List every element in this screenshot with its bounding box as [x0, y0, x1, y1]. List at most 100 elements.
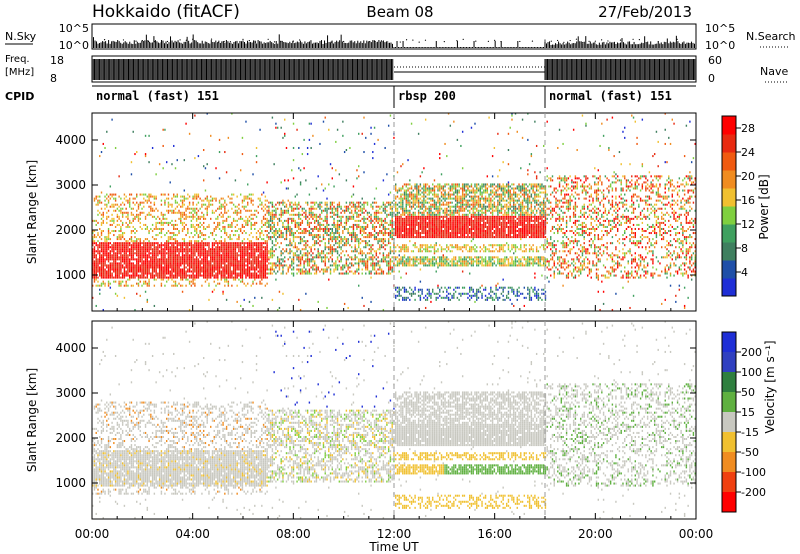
- power-cell: [313, 219, 316, 222]
- power-cell: [171, 223, 173, 226]
- power-cell: [194, 193, 196, 196]
- power-cell: [201, 234, 203, 237]
- power-cell: [257, 250, 260, 253]
- power-cell: [296, 225, 298, 228]
- power-cell: [155, 223, 157, 226]
- power-cell: [173, 276, 175, 279]
- nsearch-dot: [494, 39, 496, 41]
- power-cell: [134, 240, 136, 243]
- power-cell: [123, 197, 126, 200]
- power-cell: [317, 230, 319, 233]
- power-cell: [387, 240, 390, 243]
- power-cell: [195, 219, 198, 222]
- nsearch-dot: [619, 39, 622, 41]
- power-cell: [326, 232, 328, 235]
- power-cell: [365, 136, 367, 139]
- power-cell: [347, 306, 349, 309]
- power-cell: [343, 242, 346, 245]
- power-cell: [261, 207, 263, 210]
- power-cell: [169, 203, 171, 206]
- power-cell: [342, 120, 344, 123]
- power-cell: [153, 270, 156, 273]
- power-cell: [336, 215, 339, 218]
- power-cell: [312, 258, 314, 261]
- power-cell: [269, 268, 272, 271]
- power-cell: [157, 227, 159, 230]
- nsearch-dot: [412, 39, 414, 41]
- power-cell: [389, 207, 392, 210]
- power-cell: [102, 268, 104, 271]
- power-cell: [195, 250, 198, 253]
- power-cell: [294, 223, 297, 226]
- power-cell: [389, 260, 392, 263]
- power-cell: [183, 258, 186, 261]
- power-cell: [340, 217, 342, 220]
- power-cell: [292, 268, 295, 271]
- power-cell: [299, 227, 302, 230]
- power-cell: [180, 219, 182, 222]
- power-cell: [107, 282, 110, 285]
- power-cell: [269, 211, 272, 214]
- power-cell: [153, 203, 156, 206]
- power-cell: [160, 246, 163, 249]
- power-cell: [100, 262, 103, 265]
- power-cell: [326, 225, 328, 228]
- power-cell: [389, 266, 392, 269]
- power-cell: [160, 221, 163, 224]
- power-cell: [202, 260, 205, 263]
- power-cell: [354, 256, 356, 259]
- power-cell: [387, 266, 390, 269]
- power-cell: [252, 260, 254, 263]
- power-cell: [386, 232, 388, 235]
- power-cell: [345, 179, 348, 182]
- power-cell: [199, 215, 201, 218]
- power-cell: [217, 242, 219, 245]
- power-cell: [218, 264, 221, 267]
- power-cell: [363, 246, 365, 249]
- power-cell: [95, 284, 97, 287]
- power-cell: [137, 258, 140, 261]
- power-cell: [217, 215, 219, 218]
- power-cell: [278, 306, 281, 309]
- power-cell: [197, 264, 200, 267]
- power-cell: [298, 268, 300, 271]
- beam-label: Beam 08: [366, 3, 433, 21]
- power-cell: [100, 217, 103, 220]
- power-cell: [183, 276, 186, 279]
- power-cell: [350, 209, 353, 212]
- power-cell: [365, 236, 367, 239]
- power-cell: [305, 252, 307, 255]
- power-cell: [273, 244, 275, 247]
- power-cell: [130, 213, 133, 216]
- power-cell: [234, 276, 237, 279]
- power-cell: [127, 246, 129, 249]
- power-cell: [107, 284, 110, 287]
- power-cell: [294, 207, 297, 210]
- power-cell: [213, 268, 215, 271]
- power-cell: [229, 223, 231, 226]
- power-cell: [252, 223, 254, 226]
- power-cell: [206, 274, 208, 277]
- power-cell: [128, 199, 131, 202]
- power-cell: [114, 146, 117, 149]
- power-cell: [345, 205, 348, 208]
- power-cell: [211, 254, 214, 257]
- power-cell: [255, 250, 258, 253]
- power-cell: [224, 205, 226, 208]
- power-cell: [310, 258, 312, 261]
- power-cell: [99, 288, 101, 291]
- power-cell: [278, 236, 281, 239]
- power-cell: [372, 201, 374, 204]
- power-cell: [292, 146, 295, 149]
- power-cell: [336, 207, 339, 210]
- power-cell: [276, 126, 279, 129]
- power-cell: [134, 266, 136, 269]
- power-cell: [160, 260, 163, 263]
- power-cell: [324, 227, 326, 230]
- power-cell: [167, 203, 170, 206]
- power-cell: [104, 264, 106, 267]
- power-cell: [241, 262, 244, 265]
- power-cell: [148, 264, 150, 267]
- power-cell: [359, 260, 362, 263]
- power-cell: [245, 120, 247, 123]
